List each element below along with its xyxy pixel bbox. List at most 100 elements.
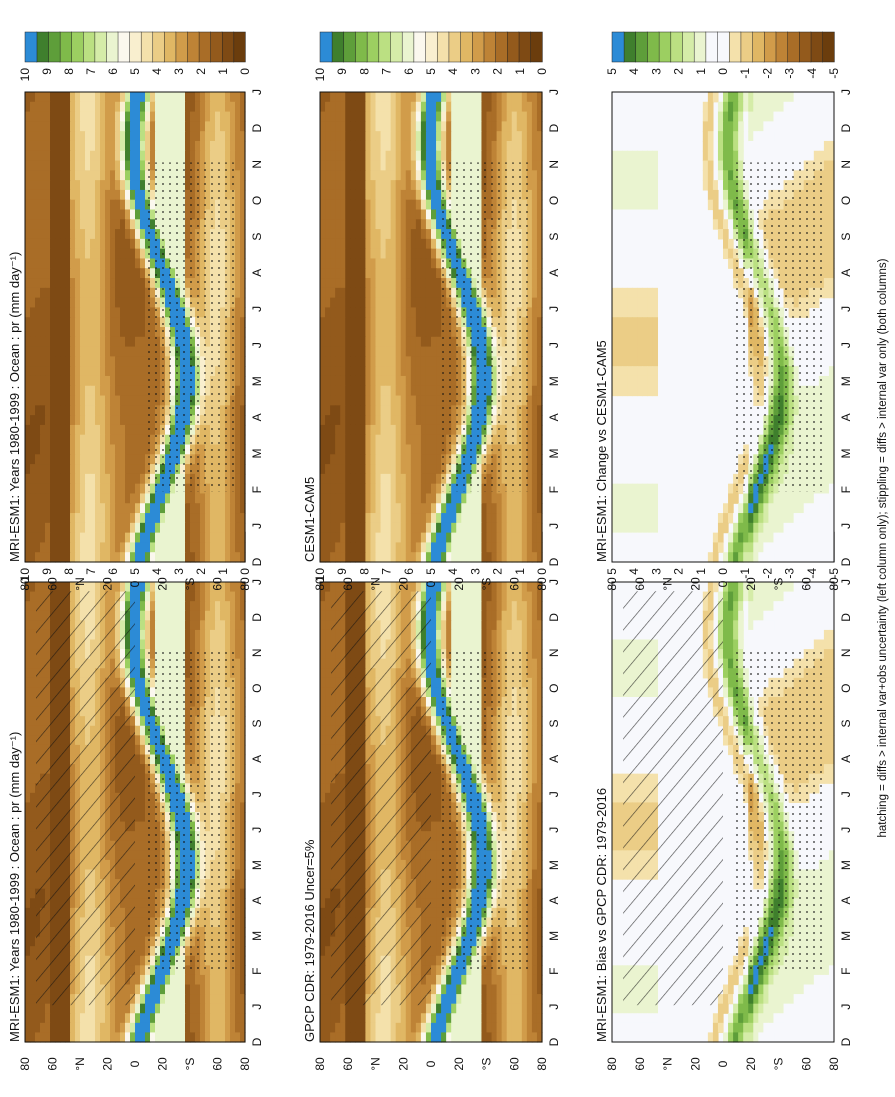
heat-cell bbox=[55, 268, 61, 279]
heat-cell bbox=[65, 395, 71, 406]
heat-cell bbox=[185, 639, 191, 650]
heat-cell bbox=[180, 1032, 186, 1043]
heat-cell bbox=[45, 140, 51, 152]
heat-cell bbox=[150, 620, 156, 631]
heat-cell bbox=[70, 385, 76, 397]
heat-cell bbox=[60, 307, 66, 318]
heat-cell bbox=[240, 850, 246, 861]
heat-cell bbox=[115, 92, 121, 103]
heat-cell bbox=[140, 888, 146, 899]
heat-cell bbox=[235, 199, 241, 211]
heat-cell bbox=[110, 522, 116, 534]
heat-cell bbox=[125, 278, 131, 289]
heat-cell bbox=[45, 121, 51, 132]
heat-cell bbox=[45, 219, 51, 230]
heat-cell bbox=[60, 317, 66, 328]
heat-cell bbox=[50, 385, 56, 397]
month-tick-label: J bbox=[250, 306, 264, 312]
heat-cell bbox=[30, 336, 36, 348]
heat-cell bbox=[140, 405, 146, 416]
heat-cell bbox=[30, 610, 36, 621]
heat-cell bbox=[140, 649, 146, 660]
heat-cell bbox=[80, 229, 86, 240]
heat-cell bbox=[180, 620, 186, 631]
heat-cell bbox=[90, 542, 96, 553]
heat-cell bbox=[140, 219, 146, 230]
heat-cell bbox=[95, 552, 101, 563]
heat-cell bbox=[210, 140, 216, 152]
heat-cell bbox=[205, 582, 211, 593]
heat-cell bbox=[180, 974, 186, 986]
heat-cell bbox=[115, 542, 121, 553]
lat-tick-label: 0 bbox=[128, 580, 142, 587]
heat-cell bbox=[95, 150, 101, 162]
heat-cell bbox=[120, 346, 126, 357]
heat-cell bbox=[140, 483, 146, 495]
heat-cell bbox=[25, 984, 31, 995]
heat-cell bbox=[491, 582, 498, 593]
heat-cell bbox=[115, 199, 121, 211]
heat-cell bbox=[456, 582, 462, 593]
heat-cell bbox=[90, 317, 96, 328]
heat-cell bbox=[180, 150, 186, 162]
heat-cell bbox=[506, 591, 513, 602]
heat-cell bbox=[30, 821, 36, 832]
heat-cell bbox=[90, 552, 96, 563]
heat-cell bbox=[431, 620, 437, 631]
heat-cell bbox=[65, 552, 71, 563]
heat-cell bbox=[50, 522, 56, 534]
heat-cell bbox=[240, 677, 246, 689]
heat-cell bbox=[45, 532, 51, 544]
heat-cell bbox=[195, 121, 201, 132]
heat-cell bbox=[230, 131, 236, 142]
stippling-overlay bbox=[146, 651, 234, 973]
heat-cell bbox=[90, 454, 96, 465]
heat-cell bbox=[140, 150, 146, 162]
heat-cell bbox=[110, 552, 116, 563]
heat-cell bbox=[115, 160, 121, 171]
heat-cell bbox=[240, 965, 246, 976]
heat-cell bbox=[140, 1032, 146, 1043]
heat-cell bbox=[130, 101, 136, 113]
heat-cell bbox=[35, 1003, 41, 1014]
heat-cell bbox=[240, 121, 246, 132]
heat-cell bbox=[100, 522, 106, 534]
heat-cell bbox=[90, 101, 96, 113]
heat-cell bbox=[115, 454, 121, 465]
heat-cell bbox=[210, 974, 216, 986]
heat-cell bbox=[481, 620, 488, 631]
heat-cell bbox=[90, 92, 96, 103]
heat-cell bbox=[110, 346, 116, 357]
heat-cell bbox=[230, 591, 236, 602]
heat-cell bbox=[110, 1032, 116, 1043]
heat-cell bbox=[150, 591, 156, 602]
heat-cell bbox=[471, 582, 478, 593]
heat-cell bbox=[70, 444, 76, 455]
heat-cell bbox=[135, 754, 141, 765]
heat-cell bbox=[320, 677, 326, 689]
heat-cell bbox=[150, 1032, 156, 1043]
heat-cell bbox=[150, 610, 156, 621]
heat-cell bbox=[110, 424, 116, 436]
heat-cell bbox=[30, 101, 36, 113]
heat-cell bbox=[70, 542, 76, 553]
heat-cell bbox=[150, 140, 156, 152]
heat-cell bbox=[40, 209, 46, 220]
heat-cell bbox=[235, 189, 241, 201]
heat-cell bbox=[55, 483, 61, 495]
heat-cell bbox=[175, 542, 181, 553]
heat-cell bbox=[50, 1003, 56, 1014]
heat-cell bbox=[55, 532, 61, 544]
heat-cell bbox=[125, 180, 131, 191]
heat-cell bbox=[105, 1003, 111, 1014]
heat-cell bbox=[80, 444, 86, 455]
heat-cell bbox=[90, 375, 96, 387]
heat-cell bbox=[25, 965, 31, 976]
heat-cell bbox=[30, 946, 36, 957]
heat-cell bbox=[235, 649, 241, 660]
lat-tick-label: °N bbox=[73, 1057, 87, 1070]
heat-cell bbox=[35, 268, 41, 279]
lat-tick-label: 80 bbox=[238, 577, 252, 591]
heat-cell bbox=[80, 258, 86, 269]
heat-cell bbox=[30, 287, 36, 299]
